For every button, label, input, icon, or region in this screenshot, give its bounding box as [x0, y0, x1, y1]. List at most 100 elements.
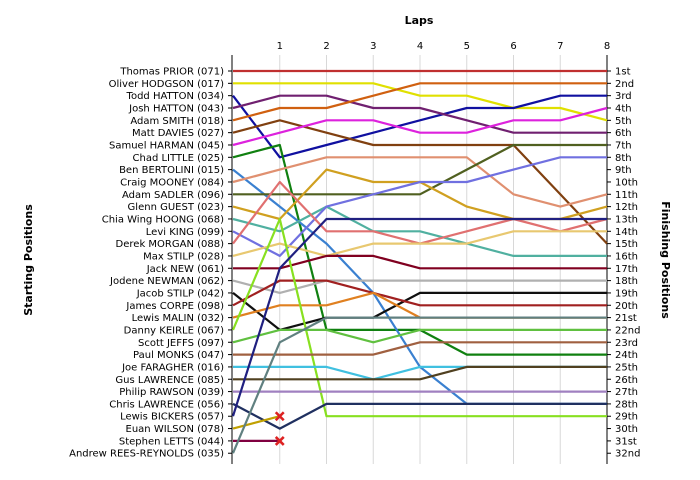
finishing-position-label: 32nd [615, 449, 640, 460]
series-line-23 [232, 328, 607, 344]
starting-position-label: Chia Wing HOONG (068) [102, 214, 224, 225]
series-line-11 [233, 143, 607, 196]
finishing-position-label: 26th [615, 375, 638, 386]
starting-position-label: Ben BERTOLINI (015) [119, 165, 224, 176]
starting-position-label: Max STILP (028) [143, 251, 224, 262]
starting-position-label: Chris LAWRENCE (056) [109, 399, 224, 410]
finishing-position-label: 27th [615, 387, 638, 398]
series-line-14 [232, 156, 607, 257]
finishing-position-label: 5th [615, 116, 632, 127]
lap-tick-label: 1 [277, 41, 283, 52]
series-line-7 [232, 106, 608, 147]
finishing-position-label: 24th [615, 350, 638, 361]
lap-tick-labels: 1 2 3 4 5 6 7 8 [277, 41, 611, 52]
grid [228, 55, 611, 464]
retired-marker-stroke [274, 435, 285, 446]
starting-position-label: Adam SMITH (018) [130, 116, 224, 127]
starting-position-label: Thomas PRIOR (071) [119, 67, 224, 78]
series-line-10 [232, 156, 608, 208]
finishing-position-label: 29th [615, 412, 638, 423]
series-line-24 [233, 341, 607, 356]
series-line-2 [233, 82, 608, 122]
lap-tick-label: 5 [464, 41, 470, 52]
starting-position-label: Samuel HARMAN (045) [109, 140, 224, 151]
finishing-position-label: 8th [615, 153, 632, 164]
series-line-30 [232, 415, 281, 430]
starting-position-label: Todd HATTON (034) [126, 91, 225, 102]
starting-position-label: Lewis MALIN (032) [132, 313, 225, 324]
starting-position-label: Craig MOONEY (084) [120, 177, 224, 188]
lap-tick-label: 3 [370, 41, 376, 52]
finishing-position-label: 23rd [615, 338, 638, 349]
finishing-position-label: 21st [615, 313, 637, 324]
finishing-position-label: 19th [615, 288, 638, 299]
finishing-position-label: 17th [615, 264, 638, 275]
starting-position-label: Euan WILSON (078) [126, 424, 225, 435]
series-line-4 [232, 94, 607, 134]
x-axis-title: Laps [405, 14, 434, 27]
starting-position-labels: Thomas PRIOR (071)Oliver HODGSON (017)To… [69, 67, 224, 460]
finishing-position-label: 4th [615, 103, 632, 114]
series-line-28 [232, 402, 607, 430]
starting-position-label: Oliver HODGSON (017) [109, 79, 224, 90]
finishing-position-label: 9th [615, 165, 632, 176]
series-line-13 [232, 205, 607, 257]
starting-position-label: Stephen LETTS (044) [119, 436, 224, 447]
series-line-26 [233, 365, 607, 381]
retired-marker [274, 435, 285, 446]
starting-position-label: Derek MORGAN (088) [116, 239, 225, 250]
finishing-position-label: 1st [615, 67, 631, 78]
finishing-position-label: 12th [615, 202, 638, 213]
finishing-position-label: 31st [615, 436, 637, 447]
starting-position-label: Philip RAWSON (039) [119, 387, 224, 398]
starting-position-label: Andrew REES-REYNOLDS (035) [69, 449, 224, 460]
finishing-position-labels: 1st2nd3rd4th5th6th7th8th9th10th11th12th1… [615, 67, 640, 460]
finishing-position-label: 30th [615, 424, 638, 435]
finishing-position-label: 7th [615, 140, 632, 151]
series-line-22 [231, 217, 607, 418]
starting-position-label: Glenn GUEST (023) [128, 202, 225, 213]
starting-position-label: Matt DAVIES (027) [132, 128, 224, 139]
starting-position-label: Paul MONKS (047) [133, 350, 224, 361]
starting-position-label: Gus LAWRENCE (085) [115, 375, 224, 386]
finishing-position-label: 11th [615, 190, 638, 201]
left-axis-title: Starting Positions [22, 204, 35, 316]
finishing-position-label: 28th [615, 399, 638, 410]
lap-tick-label: 6 [510, 41, 516, 52]
finishing-position-label: 20th [615, 301, 638, 312]
starting-position-label: Adam SADLER (096) [122, 190, 224, 201]
series-line-16 [232, 230, 607, 257]
lap-tick-label: 2 [323, 41, 329, 52]
finishing-position-label: 18th [615, 276, 638, 287]
finishing-position-label: 22nd [615, 325, 640, 336]
retired-markers [274, 411, 285, 446]
lap-tick-label: 4 [417, 41, 423, 52]
starting-position-label: Levi KING (099) [146, 227, 224, 238]
series-line-32 [231, 316, 607, 454]
series-line-19 [232, 291, 607, 331]
finishing-position-label: 13th [615, 214, 638, 225]
series-line-6 [232, 119, 608, 245]
finishing-position-label: 3rd [615, 91, 632, 102]
retired-marker [274, 411, 285, 422]
series-line-5 [232, 82, 607, 122]
finishing-position-label: 6th [615, 128, 632, 139]
starting-position-label: Chad LITTLE (025) [133, 153, 225, 164]
series-line-29 [231, 217, 607, 417]
lap-tick-label: 7 [557, 41, 563, 52]
series-lines [231, 69, 608, 454]
finishing-position-label: 16th [615, 251, 638, 262]
finishing-position-label: 15th [615, 239, 638, 250]
series-line-3 [232, 94, 607, 159]
starting-position-label: Josh HATTON (043) [128, 103, 224, 114]
retired-marker-stroke [274, 411, 285, 422]
starting-position-label: Danny KEIRLE (067) [124, 325, 224, 336]
finishing-position-label: 14th [615, 227, 638, 238]
starting-position-label: Scott JEFFS (097) [138, 338, 224, 349]
starting-position-label: James CORPE (098) [125, 301, 224, 312]
starting-position-label: Jodene NEWMAN (062) [109, 276, 224, 287]
starting-position-label: Jacob STILP (042) [136, 288, 224, 299]
finishing-position-label: 10th [615, 177, 638, 188]
finishing-position-label: 2nd [615, 79, 634, 90]
